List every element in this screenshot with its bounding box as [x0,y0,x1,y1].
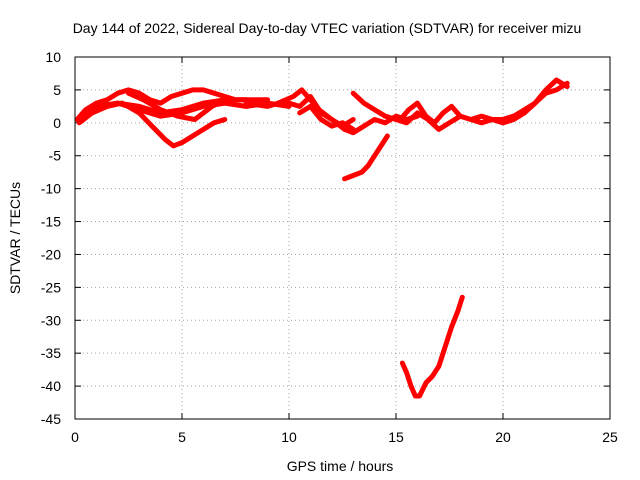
y-tick-label: -15 [41,214,61,230]
x-tick-label: 0 [71,429,79,445]
y-tick-label: -45 [41,411,61,427]
y-tick-label: -35 [41,345,61,361]
y-tick-label: 0 [53,115,61,131]
series-line-arc-5 [126,90,228,122]
y-tick-label: -5 [49,148,62,164]
x-tick-label: 10 [281,429,297,445]
series-line-arc-13 [342,133,390,182]
x-axis-label: GPS time / hours [287,458,394,474]
x-tick-label: 5 [178,429,186,445]
y-axis-label: SDTVAR / TECUs [7,182,23,294]
series-line-arc-14 [399,294,465,399]
series-line-arc-8 [297,103,356,132]
chart-title: Day 144 of 2022, Sidereal Day-to-day VTE… [73,20,582,36]
y-tick-label: 5 [53,82,61,98]
x-tick-label: 20 [495,429,511,445]
y-tick-label: -40 [41,378,61,394]
y-tick-label: 10 [45,49,61,65]
y-tick-label: -10 [41,181,61,197]
y-tick-labels: 10 5 0 -5 -10 -15 -20 -25 -30 -35 -40 -45 [41,49,61,427]
y-tick-label: -20 [41,246,61,262]
series-layer [74,77,570,399]
series-line-arc-12 [500,80,570,122]
series-line-arc-9 [350,90,463,132]
x-tick-label: 25 [602,429,618,445]
series-line-arc-1 [74,87,249,122]
y-tick-label: -30 [41,312,61,328]
plot-frame [74,56,611,420]
series-line-arc-11 [468,77,570,126]
x-tick-label: 15 [388,429,404,445]
x-tick-labels: 0 5 10 15 20 25 [71,429,618,445]
y-tick-label: -25 [41,279,61,295]
